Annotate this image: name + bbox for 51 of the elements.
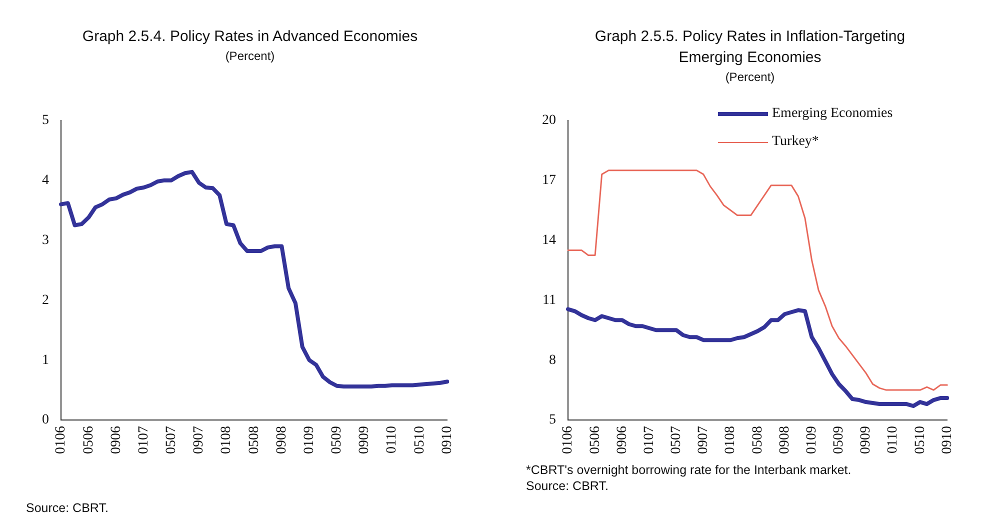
- x-tick-label: 0908: [777, 426, 792, 454]
- x-tick-label: 0107: [136, 426, 152, 454]
- y-tick-label: 2: [42, 292, 49, 308]
- x-tick-label: 0907: [192, 426, 207, 454]
- x-tick-label: 0910: [440, 426, 455, 454]
- chart-subtitle: (Percent): [724, 69, 776, 86]
- x-tick-label: 0910: [940, 426, 955, 454]
- y-tick-label: 5: [549, 412, 556, 428]
- y-tick-label: 20: [542, 113, 556, 128]
- x-tick-label: 0508: [246, 426, 262, 454]
- chart-title: Graph 2.5.4. Policy Rates in Advanced Economies: [81, 27, 419, 47]
- x-tick-label: 0509: [330, 426, 345, 454]
- x-tick-label: 0110: [384, 426, 400, 454]
- x-tick-label: 0906: [614, 426, 630, 454]
- source-note: Source: CBRT.: [526, 478, 608, 494]
- x-tick-label: 0506: [588, 426, 603, 454]
- x-tick-label: 0106: [560, 426, 576, 454]
- x-tick-label: 0106: [54, 426, 69, 454]
- y-tick-label: 11: [542, 292, 556, 308]
- y-tick-label: 4: [42, 172, 49, 188]
- legend-label: Emerging Economies: [772, 106, 893, 122]
- x-tick-label: 0109: [302, 426, 317, 454]
- y-tick-label: 3: [42, 232, 49, 248]
- x-tick-label: 0909: [357, 426, 372, 454]
- x-tick-label: 0510: [412, 426, 428, 454]
- text: *CBRT's overnight borrowing rate for the Interbank market.: [526, 462, 852, 478]
- x-tick-label: 0909: [858, 426, 874, 454]
- x-tick-label: 0110: [886, 426, 901, 454]
- x-tick-label: 0108: [219, 426, 234, 454]
- legend-label: Turkey*: [772, 134, 819, 150]
- x-tick-label: 0508: [750, 426, 766, 454]
- y-tick-label: 5: [42, 113, 49, 128]
- chart-title: Graph 2.5.5. Policy Rates in Inflation-Targeting Emerging Economies: [594, 27, 906, 68]
- x-tick-label: 0109: [804, 426, 820, 454]
- x-tick-label: 0509: [832, 426, 847, 454]
- x-tick-label: 0107: [642, 426, 657, 454]
- y-tick-label: 8: [549, 352, 556, 368]
- source-note: Source: CBRT.: [26, 500, 108, 516]
- x-tick-label: 0907: [696, 426, 712, 454]
- x-tick-label: 0906: [108, 426, 124, 454]
- y-tick-label: 17: [542, 172, 556, 188]
- x-tick-label: 0507: [164, 426, 180, 454]
- chart-subtitle: (Percent): [224, 48, 276, 65]
- x-tick-label: 0510: [912, 426, 928, 454]
- y-tick-label: 14: [542, 232, 556, 248]
- y-tick-label: 0: [42, 412, 49, 428]
- y-tick-label: 1: [42, 352, 49, 368]
- x-tick-label: 0908: [274, 426, 290, 454]
- x-tick-label: 0507: [669, 426, 684, 454]
- x-tick-label: 0108: [723, 426, 738, 454]
- x-tick-label: 0506: [81, 426, 96, 454]
